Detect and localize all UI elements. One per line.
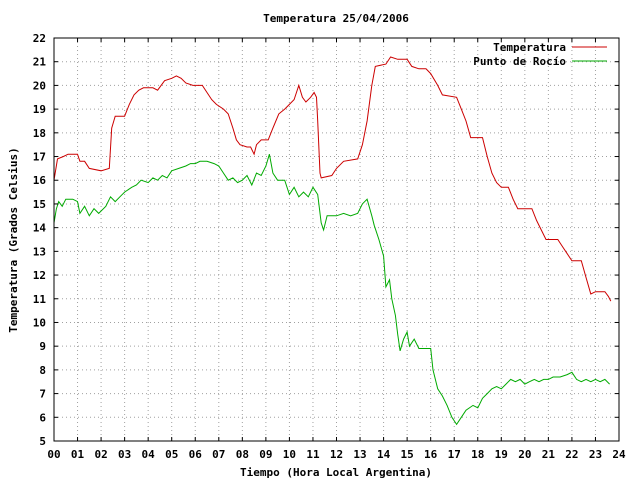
x-axis-ticks: 00 01 02 03 04 05 06 07 08 09 10 11 12 13 14 15 16 17 18 19…	[47, 38, 626, 461]
x-tick-label: 12	[330, 448, 343, 461]
series-line-temperatura	[53, 56, 612, 302]
series-layer	[53, 56, 612, 426]
y-tick-label: 10	[33, 316, 46, 329]
grid-lines	[54, 38, 619, 441]
x-tick-label: 07	[212, 448, 225, 461]
y-tick-label: 13	[33, 245, 46, 258]
y-tick-label: 18	[33, 127, 46, 140]
y-tick-label: 21	[33, 56, 47, 69]
y-tick-label: 5	[39, 435, 46, 448]
x-tick-label: 17	[448, 448, 461, 461]
chart-title: Temperatura 25/04/2006	[263, 12, 409, 25]
x-tick-label: 03	[118, 448, 131, 461]
y-tick-label: 14	[33, 222, 47, 235]
series-line-punto-de-rocio	[53, 154, 610, 426]
x-tick-label: 24	[612, 448, 626, 461]
y-tick-label: 16	[33, 174, 47, 187]
x-tick-label: 00	[47, 448, 60, 461]
x-tick-label: 10	[283, 448, 296, 461]
y-tick-label: 6	[39, 411, 46, 424]
y-tick-label: 17	[33, 151, 46, 164]
y-axis-label: Temperatura (Grados Celsius)	[7, 147, 20, 332]
x-tick-label: 20	[518, 448, 531, 461]
legend-label: Temperatura	[493, 41, 566, 54]
x-tick-label: 11	[306, 448, 320, 461]
x-tick-label: 13	[353, 448, 366, 461]
x-tick-label: 19	[495, 448, 508, 461]
y-tick-label: 19	[33, 103, 46, 116]
x-tick-label: 23	[589, 448, 602, 461]
y-tick-label: 20	[33, 79, 46, 92]
x-axis-label: Tiempo (Hora Local Argentina)	[240, 466, 432, 479]
x-tick-label: 21	[542, 448, 556, 461]
y-tick-label: 15	[33, 198, 46, 211]
x-tick-label: 09	[259, 448, 272, 461]
x-tick-label: 14	[377, 448, 391, 461]
x-tick-label: 18	[471, 448, 484, 461]
x-tick-label: 16	[424, 448, 438, 461]
x-tick-label: 01	[71, 448, 85, 461]
y-tick-label: 7	[39, 388, 46, 401]
y-tick-label: 11	[33, 293, 47, 306]
y-axis-ticks: 5 6 7 8 9 10 11 12 13 14 15 16 17 18 19 20 21 22	[33, 32, 619, 448]
x-tick-label: 06	[189, 448, 203, 461]
x-tick-label: 05	[165, 448, 178, 461]
x-tick-label: 02	[94, 448, 107, 461]
y-tick-label: 22	[33, 32, 46, 45]
legend-label: Punto de Rocío	[473, 55, 566, 68]
x-tick-label: 22	[565, 448, 578, 461]
x-tick-label: 04	[142, 448, 156, 461]
y-tick-label: 12	[33, 269, 46, 282]
y-tick-label: 8	[39, 364, 46, 377]
x-tick-label: 08	[236, 448, 249, 461]
x-tick-label: 15	[401, 448, 414, 461]
y-tick-label: 9	[39, 340, 46, 353]
